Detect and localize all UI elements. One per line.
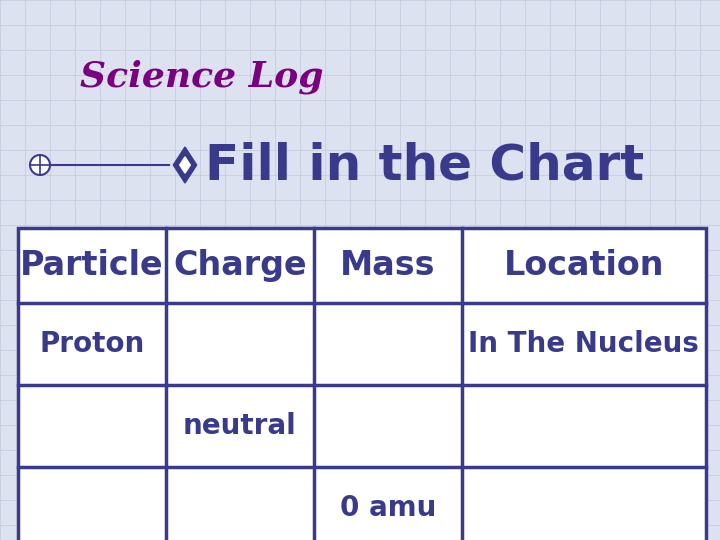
- Text: In The Nucleus: In The Nucleus: [469, 330, 699, 358]
- Text: Location: Location: [503, 249, 664, 282]
- Bar: [18, 228, 706, 540]
- Text: Charge: Charge: [173, 249, 307, 282]
- Text: Science Log: Science Log: [80, 60, 323, 94]
- Text: neutral: neutral: [183, 412, 297, 440]
- Text: 0 amu: 0 amu: [340, 494, 436, 522]
- Circle shape: [30, 155, 50, 175]
- Text: Particle: Particle: [20, 249, 163, 282]
- Polygon shape: [174, 147, 197, 183]
- Text: Mass: Mass: [340, 249, 436, 282]
- Text: Proton: Proton: [40, 330, 145, 358]
- Polygon shape: [180, 157, 190, 173]
- Text: Fill in the Chart: Fill in the Chart: [205, 141, 644, 189]
